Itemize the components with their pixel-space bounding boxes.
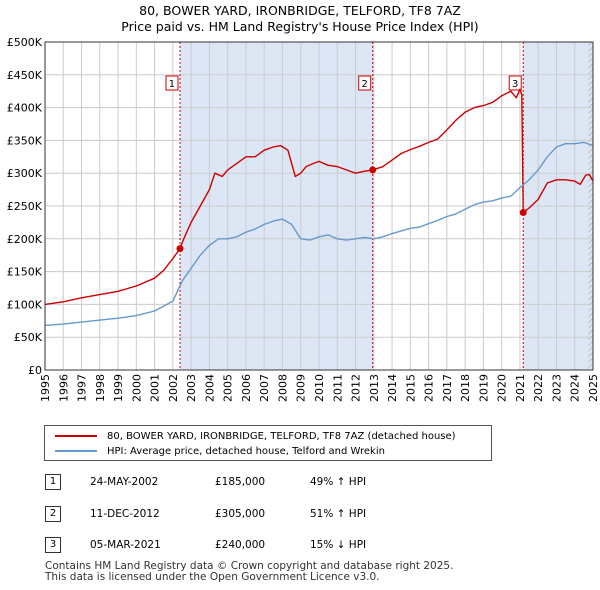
y-tick-label: £100K xyxy=(7,298,43,311)
y-tick-label: £350K xyxy=(7,134,43,147)
x-tick-label: 1996 xyxy=(57,374,70,402)
x-tick-label: 2024 xyxy=(569,374,582,402)
x-tick-label: 2017 xyxy=(441,374,454,402)
x-tick-label: 1995 xyxy=(39,374,52,402)
chart-subtitle: Price paid vs. HM Land Registry's House … xyxy=(121,19,479,34)
x-tick-label: 2005 xyxy=(222,374,235,402)
chart-canvas: 1 2 3 £0 £50K £100K £150K £200K £250K £300K £350K… xyxy=(7,36,600,402)
transaction-number: 3 xyxy=(45,537,61,553)
transaction-marker-box xyxy=(508,75,522,91)
x-tick-label: 2014 xyxy=(386,374,399,402)
transaction-hpi-diff: 49% ↑ HPI xyxy=(310,476,367,488)
x-tick-label: 1997 xyxy=(76,374,89,402)
transaction-number: 1 xyxy=(45,474,61,490)
transaction-marker-box xyxy=(358,75,372,91)
x-tick-label: 2002 xyxy=(167,374,180,402)
footer-licence: This data is licensed under the Open Gov… xyxy=(45,571,380,583)
plot-frame xyxy=(44,41,594,371)
chart-title: 80, BOWER YARD, IRONBRIDGE, TELFORD, TF8… xyxy=(139,3,461,18)
y-tick-label: £500K xyxy=(7,36,43,49)
legend-swatch-hpi xyxy=(55,450,97,452)
transaction-price: £240,000 xyxy=(215,539,266,551)
sale-point xyxy=(176,245,184,253)
y-tick-label: £400K xyxy=(7,102,43,115)
x-tick-label: 2011 xyxy=(331,374,344,402)
legend-label-hpi: HPI: Average price, detached house, Telf… xyxy=(107,445,385,457)
transaction-price: £185,000 xyxy=(215,476,266,488)
legend-item-property: 80, BOWER YARD, IRONBRIDGE, TELFORD, TF8… xyxy=(55,429,456,443)
x-tick-label: 2018 xyxy=(459,374,472,402)
x-tick-label: 2013 xyxy=(368,374,381,402)
y-tick-label: £450K xyxy=(7,69,43,82)
transaction-date: 05-MAR-2021 xyxy=(90,539,161,551)
property-price-line xyxy=(44,88,594,306)
x-tick-label: 2025 xyxy=(587,374,600,402)
transaction-marker-box xyxy=(165,75,179,91)
transaction-date: 24-MAY-2002 xyxy=(90,476,159,488)
transaction-marker-label: 1 xyxy=(169,79,175,90)
sale-point xyxy=(519,209,527,217)
x-tick-label: 2021 xyxy=(514,374,527,402)
x-tick-label: 2009 xyxy=(295,374,308,402)
x-tick-label: 2010 xyxy=(313,374,326,402)
x-tick-label: 1998 xyxy=(94,374,107,402)
transaction-hpi-diff: 15% ↓ HPI xyxy=(310,539,367,551)
x-tick-label: 2012 xyxy=(350,374,363,402)
sale-point xyxy=(369,166,377,174)
transaction-price: £305,000 xyxy=(215,508,266,520)
footer: Contains HM Land Registry data © Crown c… xyxy=(45,561,453,583)
x-tick-label: 2008 xyxy=(276,374,289,402)
x-tick-label: 2003 xyxy=(185,374,198,402)
transaction-marker-label: 2 xyxy=(362,79,368,90)
y-tick-label: £50K xyxy=(14,331,43,344)
legend-swatch-property xyxy=(55,435,97,437)
y-tick-label: £200K xyxy=(7,233,43,246)
x-tick-label: 1999 xyxy=(112,374,125,402)
x-tick-label: 2019 xyxy=(477,374,490,402)
hpi-line xyxy=(44,141,594,327)
y-tick-label: £150K xyxy=(7,266,43,279)
x-tick-label: 2022 xyxy=(532,374,545,402)
transaction-number: 2 xyxy=(45,506,61,522)
legend-label-property: 80, BOWER YARD, IRONBRIDGE, TELFORD, TF8… xyxy=(107,430,456,442)
transaction-hpi-diff: 51% ↑ HPI xyxy=(310,508,367,520)
footer-copyright: Contains HM Land Registry data © Crown c… xyxy=(45,560,454,572)
y-tick-label: £300K xyxy=(7,167,43,180)
x-tick-label: 2020 xyxy=(496,374,509,402)
legend: 80, BOWER YARD, IRONBRIDGE, TELFORD, TF8… xyxy=(44,425,492,461)
x-tick-label: 2015 xyxy=(404,374,417,402)
y-tick-label: £0 xyxy=(28,364,42,377)
y-tick-label: £250K xyxy=(7,200,43,213)
transaction-marker-label: 3 xyxy=(512,79,518,90)
x-tick-label: 2007 xyxy=(258,374,271,402)
x-tick-label: 2016 xyxy=(423,374,436,402)
legend-item-hpi: HPI: Average price, detached house, Telf… xyxy=(55,444,385,458)
transaction-date: 11-DEC-2012 xyxy=(90,508,160,520)
x-tick-label: 2004 xyxy=(203,374,216,402)
x-tick-label: 2006 xyxy=(240,374,253,402)
x-tick-label: 2000 xyxy=(130,374,143,402)
x-tick-label: 2023 xyxy=(550,374,563,402)
x-tick-label: 2001 xyxy=(149,374,162,402)
